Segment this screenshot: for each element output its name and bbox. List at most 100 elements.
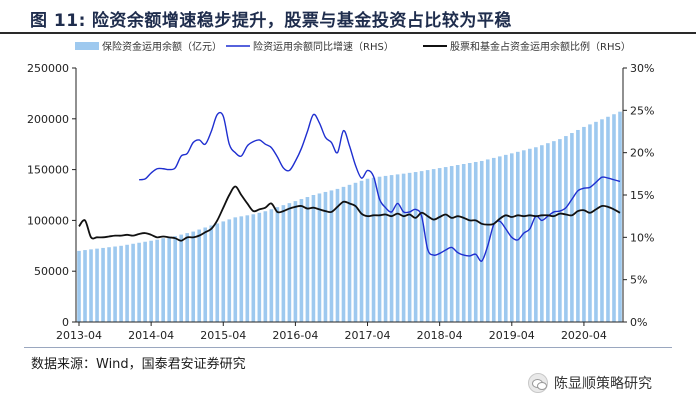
bar-mark [173, 236, 177, 322]
wechat-icon [528, 373, 548, 393]
bar-series [77, 111, 622, 323]
bar-mark [594, 121, 598, 322]
source-note: 数据来源：Wind，国泰君安证券研究 [31, 357, 246, 372]
bar-mark [113, 246, 117, 322]
bar-mark [221, 221, 226, 322]
bar-mark [185, 233, 190, 322]
chart-axes: 0 50000 100000 150000 200000 250000 0% 5% 10% 15%… [27, 62, 654, 342]
right-tick-label: 20% [630, 147, 654, 160]
bar-mark [209, 225, 214, 322]
bar-mark [516, 151, 520, 322]
x-tick-label: 2019-04 [489, 329, 535, 342]
chart-legend: 保险资金运用余额（亿元） 险资运用余额同比增速（RHS） 股票和基金占资金运用余额比… [75, 40, 631, 53]
right-tick-label: 30% [630, 62, 654, 75]
bar-mark [197, 229, 202, 322]
left-tick-label: 150000 [27, 164, 69, 177]
legend-item-balance: 保险资金运用余额（亿元） [75, 40, 222, 53]
right-tick-label: 10% [630, 231, 654, 244]
bar-mark [606, 116, 610, 323]
bar-mark [576, 129, 580, 322]
bar-mark [245, 215, 250, 322]
x-tick-label: 2020-04 [561, 329, 607, 342]
bar-mark [305, 197, 310, 322]
bar-mark [552, 141, 556, 322]
bar-mark [371, 177, 376, 322]
legend-label: 险资运用余额同比增速（RHS） [253, 40, 394, 53]
watermark-text: 陈显顺策略研究 [554, 376, 652, 392]
watermark: 陈显顺策略研究 [528, 372, 652, 394]
bar-mark [359, 180, 364, 322]
bar-mark [522, 150, 526, 322]
bar-mark [443, 167, 448, 322]
bar-mark [564, 136, 568, 322]
x-tick-label: 2013-04 [56, 329, 102, 342]
bar-mark [335, 188, 340, 322]
bar-mark [347, 184, 352, 322]
bar-mark [413, 172, 418, 322]
legend-item-ratio: 股票和基金占资金运用余额比例（RHS） [423, 40, 631, 53]
bar-mark [431, 169, 436, 322]
bar-mark [311, 195, 316, 322]
bar-mark [455, 165, 460, 322]
bar-mark [528, 148, 532, 322]
bar-mark [497, 156, 502, 322]
bar-mark [137, 242, 141, 322]
bar-mark [467, 163, 472, 322]
bar-mark [107, 247, 111, 322]
left-tick-label: 50000 [34, 265, 69, 278]
legend-item-growth: 险资运用余额同比增速（RHS） [226, 40, 394, 53]
bar-mark [461, 164, 466, 322]
bar-mark [425, 170, 430, 322]
figure-title: 图 11: 险资余额增速稳步提升，股票与基金投资占比较为平稳 [30, 6, 512, 31]
bar-mark [540, 145, 544, 322]
bar-mark [233, 217, 238, 322]
bar-mark [395, 174, 400, 322]
legend-label: 保险资金运用余额（亿元） [102, 40, 222, 53]
bar-mark [389, 175, 394, 322]
bar-mark [191, 231, 196, 322]
growth-rate-line [139, 111, 621, 262]
bar-mark [287, 203, 292, 322]
figure-label: 图 11: [30, 11, 86, 31]
bar-mark [179, 234, 183, 322]
bar-mark [83, 250, 87, 322]
bar-mark [612, 114, 616, 322]
bar-mark [570, 133, 574, 322]
bar-mark [485, 159, 490, 322]
left-tick-label: 100000 [27, 214, 69, 227]
bar-mark [323, 191, 328, 322]
bar-mark [618, 111, 622, 322]
bar-mark [407, 172, 412, 322]
bar-mark [203, 227, 208, 322]
bar-mark [269, 209, 274, 322]
bar-mark [143, 241, 147, 322]
x-tick-label: 2014-04 [128, 329, 174, 342]
right-tick-label: 15% [630, 189, 654, 202]
bar-mark [155, 239, 159, 322]
bar-mark [149, 240, 153, 322]
bar-mark [167, 237, 171, 322]
chart: 保险资金运用余额（亿元） 险资运用余额同比增速（RHS） 股票和基金占资金运用余额比… [27, 40, 654, 342]
bar-mark [251, 214, 256, 322]
footer-divider [24, 347, 672, 348]
bar-mark [257, 212, 262, 322]
bar-mark [383, 175, 388, 322]
bar-mark [161, 238, 165, 322]
x-tick-label: 2017-04 [345, 329, 391, 342]
equity-fund-ratio-line [78, 185, 621, 242]
bar-mark [600, 119, 604, 322]
bar-mark [299, 199, 304, 322]
bar-mark [275, 207, 280, 322]
bar-mark [329, 190, 334, 322]
right-tick-label: 5% [630, 274, 647, 287]
line-series [78, 111, 621, 262]
bar-mark [449, 166, 454, 322]
bar-mark [479, 160, 484, 322]
bar-mark [534, 147, 538, 322]
bar-mark [588, 124, 592, 322]
bar-mark [281, 205, 286, 322]
bar-mark [365, 178, 370, 322]
bar-mark [419, 171, 424, 322]
left-tick-label: 0 [62, 316, 69, 329]
left-tick-label: 200000 [27, 113, 69, 126]
